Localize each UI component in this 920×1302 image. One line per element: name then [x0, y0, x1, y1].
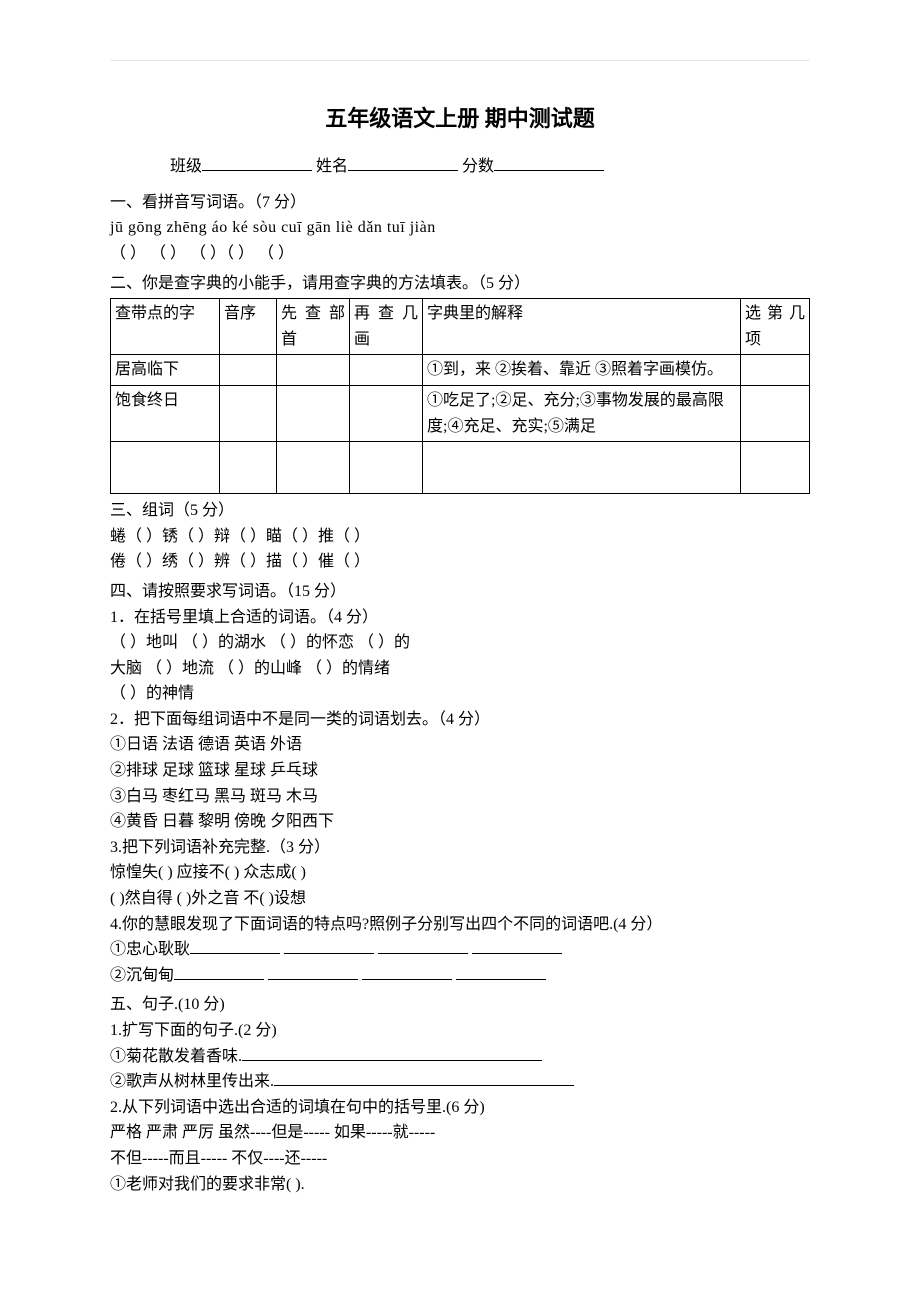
section-4-sub2-l4[interactable]: ④黄昏 日暮 黎明 傍晚 夕阳西下 [110, 809, 810, 835]
row3-def[interactable] [423, 442, 741, 494]
table-row-3-blank [111, 442, 810, 494]
section-4-sub4-heading: 4.你的慧眼发现了下面词语的特点吗?照例子分别写出四个不同的词语吧.(4 分） [110, 912, 810, 938]
row2-choice[interactable] [741, 385, 810, 441]
col-header-choice: 选 第 几项 [741, 299, 810, 355]
col-header-yinxu: 音序 [220, 299, 277, 355]
sub4-l1-blank3[interactable] [378, 937, 468, 954]
row1-jihua[interactable] [350, 355, 423, 386]
section-2: 二、你是查字典的小能手，请用查字典的方法填表。（5 分） 查带点的字 音序 先 … [110, 271, 810, 495]
row2-def: ①吃足了;②足、充分;③事物发展的最高限度;④充足、充实;⑤满足 [423, 385, 741, 441]
section-5-sub1-l2[interactable]: ②歌声从树林里传出来. [110, 1069, 810, 1095]
section-3-heading: 三、组词（5 分） [110, 498, 810, 524]
row2-jihua[interactable] [350, 385, 423, 441]
sub4-l1-blank1[interactable] [190, 937, 280, 954]
row1-def: ①到，来 ②挨着、靠近 ③照着字画模仿。 [423, 355, 741, 386]
row1-bushou[interactable] [277, 355, 350, 386]
row1-choice[interactable] [741, 355, 810, 386]
table-header-row: 查带点的字 音序 先 查 部首 再 查 几画 字典里的解释 选 第 几项 [111, 299, 810, 355]
sub1-l2-blank[interactable] [274, 1069, 574, 1086]
section-1-pinyin: jū gōng zhēng áo ké sòu cuī gān liè dǎn … [110, 215, 810, 241]
table-row-1: 居高临下 ①到，来 ②挨着、靠近 ③照着字画模仿。 [111, 355, 810, 386]
section-5-sub1-l1[interactable]: ①菊花散发着香味. [110, 1044, 810, 1070]
section-1: 一、看拼音写词语。（7 分） jū gōng zhēng áo ké sòu c… [110, 190, 810, 267]
class-label: 班级 [170, 158, 202, 175]
row3-yinxu[interactable] [220, 442, 277, 494]
section-5: 五、句子.(10 分) 1.扩写下面的句子.(2 分) ①菊花散发着香味. ②歌… [110, 992, 810, 1197]
section-5-sub2-l1: 严格 严肃 严厉 虽然----但是----- 如果-----就----- [110, 1120, 810, 1146]
row2-word: 饱食终日 [111, 385, 220, 441]
section-4-sub4-l1[interactable]: ①忠心耿耿 [110, 937, 810, 963]
section-3: 三、组词（5 分） 蜷（ ）锈（ ）辩（ ）瞄（ ）推（ ） 倦（ ）绣（ ）辨… [110, 498, 810, 575]
section-1-parens[interactable]: （ ） （ ） （ ）（ ） （ ） [110, 241, 810, 267]
top-subtle-rule [110, 60, 810, 61]
section-4-sub1-l1[interactable]: （ ）地叫 （ ）的湖水 （ ）的怀恋 （ ）的 [110, 630, 810, 656]
section-4-heading: 四、请按照要求写词语。（15 分） [110, 579, 810, 605]
row2-yinxu[interactable] [220, 385, 277, 441]
col-header-def: 字典里的解释 [423, 299, 741, 355]
sub4-l1-blank4[interactable] [472, 937, 562, 954]
name-blank[interactable] [348, 154, 458, 171]
section-4-sub1-heading: 1．在括号里填上合适的词语。（4 分） [110, 605, 810, 631]
section-4-sub3-l1[interactable]: 惊惶失( ) 应接不( ) 众志成( ) [110, 860, 810, 886]
section-3-line2[interactable]: 倦（ ）绣（ ）辨（ ）描（ ）催（ ） [110, 549, 810, 575]
section-4-sub2-l2[interactable]: ②排球 足球 篮球 星球 乒乓球 [110, 758, 810, 784]
section-5-sub2-l3[interactable]: ①老师对我们的要求非常( ). [110, 1172, 810, 1198]
section-4-sub3-l2[interactable]: ( )然自得 ( )外之音 不( )设想 [110, 886, 810, 912]
row1-yinxu[interactable] [220, 355, 277, 386]
sub4-l2-label: ②沉甸甸 [110, 967, 174, 984]
sub1-l1-blank[interactable] [242, 1044, 542, 1061]
section-4: 四、请按照要求写词语。（15 分） 1．在括号里填上合适的词语。（4 分） （ … [110, 579, 810, 989]
row1-word: 居高临下 [111, 355, 220, 386]
section-5-heading: 五、句子.(10 分) [110, 992, 810, 1018]
exam-title: 五年级语文上册 期中测试题 [110, 101, 810, 136]
exam-page: 五年级语文上册 期中测试题 班级 姓名 分数 一、看拼音写词语。（7 分） jū… [0, 0, 920, 1302]
section-4-sub1-l3[interactable]: （ ）的神情 [110, 681, 810, 707]
section-4-sub2-l3[interactable]: ③白马 枣红马 黑马 斑马 木马 [110, 784, 810, 810]
section-3-line1[interactable]: 蜷（ ）锈（ ）辩（ ）瞄（ ）推（ ） [110, 524, 810, 550]
table-row-2: 饱食终日 ①吃足了;②足、充分;③事物发展的最高限度;④充足、充实;⑤满足 [111, 385, 810, 441]
row3-choice[interactable] [741, 442, 810, 494]
section-2-heading: 二、你是查字典的小能手，请用查字典的方法填表。（5 分） [110, 271, 810, 297]
section-4-sub4-l2[interactable]: ②沉甸甸 [110, 963, 810, 989]
section-5-sub2-heading: 2.从下列词语中选出合适的词填在句中的括号里.(6 分) [110, 1095, 810, 1121]
section-1-heading: 一、看拼音写词语。（7 分） [110, 190, 810, 216]
row3-word[interactable] [111, 442, 220, 494]
row2-bushou[interactable] [277, 385, 350, 441]
sub4-l2-blank2[interactable] [268, 963, 358, 980]
row3-bushou[interactable] [277, 442, 350, 494]
col-header-word: 查带点的字 [111, 299, 220, 355]
score-blank[interactable] [494, 154, 604, 171]
name-label: 姓名 [316, 158, 348, 175]
sub4-l2-blank3[interactable] [362, 963, 452, 980]
dictionary-table: 查带点的字 音序 先 查 部首 再 查 几画 字典里的解释 选 第 几项 居高临… [110, 298, 810, 494]
section-5-sub1-heading: 1.扩写下面的句子.(2 分) [110, 1018, 810, 1044]
section-4-sub3-heading: 3.把下列词语补充完整.（3 分） [110, 835, 810, 861]
col-header-bushou: 先 查 部首 [277, 299, 350, 355]
col-header-jihua: 再 查 几画 [350, 299, 423, 355]
score-label: 分数 [462, 158, 494, 175]
sub4-l2-blank1[interactable] [174, 963, 264, 980]
section-4-sub2-l1[interactable]: ①日语 法语 德语 英语 外语 [110, 732, 810, 758]
class-blank[interactable] [202, 154, 312, 171]
sub4-l1-label: ①忠心耿耿 [110, 941, 190, 958]
sub1-l1-label: ①菊花散发着香味. [110, 1048, 242, 1065]
student-info-line: 班级 姓名 分数 [170, 154, 810, 180]
sub4-l1-blank2[interactable] [284, 937, 374, 954]
sub4-l2-blank4[interactable] [456, 963, 546, 980]
section-4-sub1-l2[interactable]: 大脑 （ ）地流 （ ）的山峰 （ ）的情绪 [110, 656, 810, 682]
section-4-sub2-heading: 2．把下面每组词语中不是同一类的词语划去。（4 分） [110, 707, 810, 733]
section-5-sub2-l2: 不但-----而且----- 不仅----还----- [110, 1146, 810, 1172]
row3-jihua[interactable] [350, 442, 423, 494]
sub1-l2-label: ②歌声从树林里传出来. [110, 1073, 274, 1090]
